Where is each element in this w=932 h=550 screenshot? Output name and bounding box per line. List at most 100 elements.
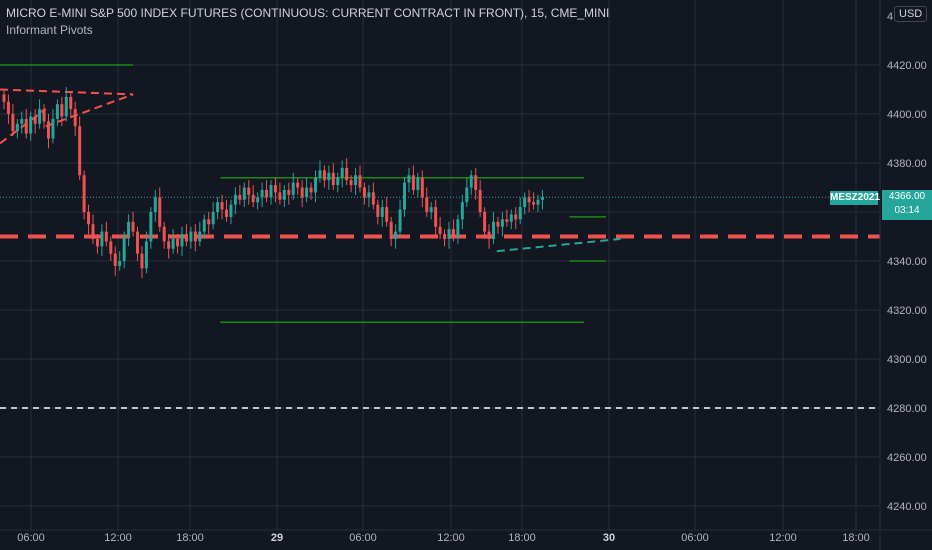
time-tick-label: 06:00 [681,532,709,544]
candle-body [136,231,139,254]
candle-body [127,221,131,237]
candle-body [42,109,46,122]
candle-body [158,197,162,227]
candle-body [389,221,393,239]
time-tick-label: 18:00 [508,532,536,544]
candle-body [478,189,482,212]
candle-body [162,226,166,242]
candle-body [55,104,59,119]
candle-body [131,221,135,232]
candle-body [95,238,99,247]
candle-body [354,175,358,186]
symbol-badge: MESZ2021 [830,191,881,205]
candle-body [140,253,144,269]
candle-body [233,194,237,205]
candle-body [385,207,389,222]
candle-body [349,180,353,186]
time-tick-label: 29 [271,532,283,544]
time-axis[interactable]: 06:00 12:00 18:00 29 06:00 12:00 18:00 30 06:00 1… [0,529,932,544]
candle-body [91,224,95,239]
candle-body [225,209,228,217]
time-tick-label: 12:00 [437,532,465,544]
candle-body [500,219,504,227]
candle-body [216,202,220,212]
candle-body [15,123,19,132]
candle-body [33,116,37,124]
currency-selector[interactable]: USD [894,6,928,22]
candle-body [318,170,322,178]
price-tick-label: 4240.00 [887,501,927,513]
candle-body [184,234,188,242]
candle-body [420,177,424,198]
candle-body [536,199,540,205]
last-price-label: 4366.00 03:14 [882,190,932,220]
candle-body [176,238,180,247]
candle-body [469,175,473,188]
candle-body [451,229,455,237]
candle-body [153,197,157,212]
candle-body [6,101,10,114]
candle-body [60,104,64,117]
candle-body [367,192,371,198]
price-tick-label: 4400.00 [887,109,927,121]
candle-body [207,219,211,225]
candle-body [113,253,117,266]
price-tick-label: 4340.00 [887,256,927,268]
candle-body [322,170,326,181]
candle-body [193,231,197,242]
candle-body [532,202,536,205]
candle-body [314,177,317,193]
chart-title: MICRO E-MINI S&P 500 INDEX FUTURES (CONT… [6,6,610,20]
price-axis-bg [880,0,932,550]
time-tick-label: 12:00 [769,532,797,544]
candle-body [69,96,73,110]
candle-body [398,209,402,232]
candle-body [38,109,42,124]
price-tick-label: 4260.00 [887,452,927,464]
candle-body [122,236,126,261]
candle-body [24,118,28,134]
candle-body [371,192,375,205]
time-tick-label: 30 [603,532,615,544]
price-tick-label: 4280.00 [887,403,927,415]
time-tick-label: 18:00 [842,532,870,544]
candle-body [82,175,86,212]
candle-body [527,197,531,203]
candle-body [443,234,447,239]
candle-body [438,226,442,235]
candle-body [296,182,300,188]
candle-body [496,221,500,227]
candle-body [376,204,380,217]
candle-body [416,177,420,190]
candle-body [540,197,544,200]
candle-body [509,214,513,222]
candle-body [380,207,384,217]
last-price: 4366.00 [888,191,926,202]
candle-body [104,231,108,242]
candle-body [411,175,415,190]
candle-body [47,121,50,139]
price-tick-label: 4380.00 [887,158,927,170]
price-tick-label: 4420.00 [887,60,927,72]
price-tick-label: 4320.00 [887,305,927,317]
candle-body [167,241,171,249]
candle-body [362,187,366,198]
bar-countdown: 03:14 [894,205,920,216]
candle-body [460,202,464,220]
candle-body [29,116,33,134]
candle-body [247,187,251,195]
candle-body [407,175,411,183]
candle-body [282,189,286,200]
candle-body [109,241,113,254]
candle-body [394,231,398,239]
candle-body [189,231,193,242]
candle-body [358,175,362,188]
candle-body [487,231,491,239]
chart-grid [0,0,880,530]
candle-body [518,207,522,220]
price-axis[interactable]: 4240.00 4260.00 4280.00 4300.00 4320.00 4340.… [879,0,932,550]
indicator-label[interactable]: Informant Pivots [6,23,93,37]
candle-body [87,212,91,225]
candle-body [345,167,349,181]
